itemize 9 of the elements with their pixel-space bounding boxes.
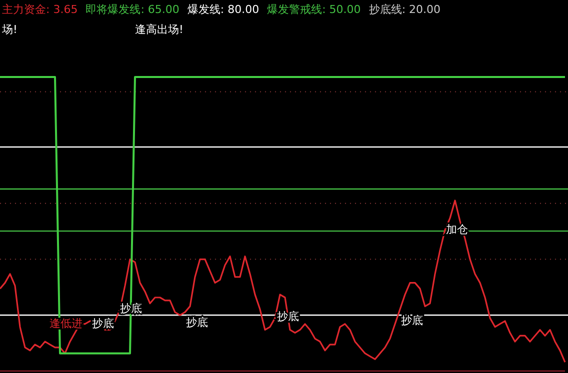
text: 逢高出场! — [135, 23, 184, 36]
text: 爆发警戒线: 50.00 — [267, 3, 361, 16]
text: 抄底线: 20.00 — [368, 3, 441, 16]
text: 爆发线: 80.00 — [187, 3, 260, 16]
annotation: 抄底 — [186, 316, 208, 329]
annotation: 抄底 — [401, 314, 423, 327]
text: 场! — [1, 23, 18, 36]
text: 即将爆发线: 65.00 — [86, 3, 180, 16]
text: 主力资金: 3.65 — [2, 3, 78, 16]
